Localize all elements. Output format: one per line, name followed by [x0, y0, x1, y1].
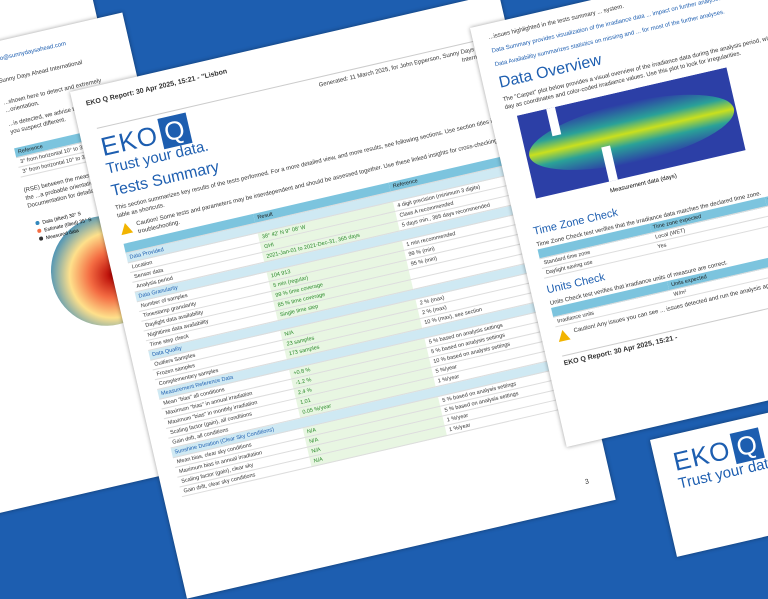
legend-marker: [35, 220, 40, 225]
summary-table: Result Reference Data Provided Location 38° …: [123, 152, 576, 497]
page-number: 3: [584, 478, 590, 487]
warning-icon: [556, 328, 571, 343]
warning-icon: [119, 221, 134, 236]
gap: [601, 145, 618, 182]
gap: [546, 106, 562, 137]
plot-heatmap: [529, 94, 735, 170]
legend-marker: [39, 236, 44, 241]
legend-marker: [37, 228, 42, 233]
carpet-plot: Measurement data (days): [516, 67, 746, 199]
page: ...issues highlighted in the tests summa…: [470, 0, 768, 447]
